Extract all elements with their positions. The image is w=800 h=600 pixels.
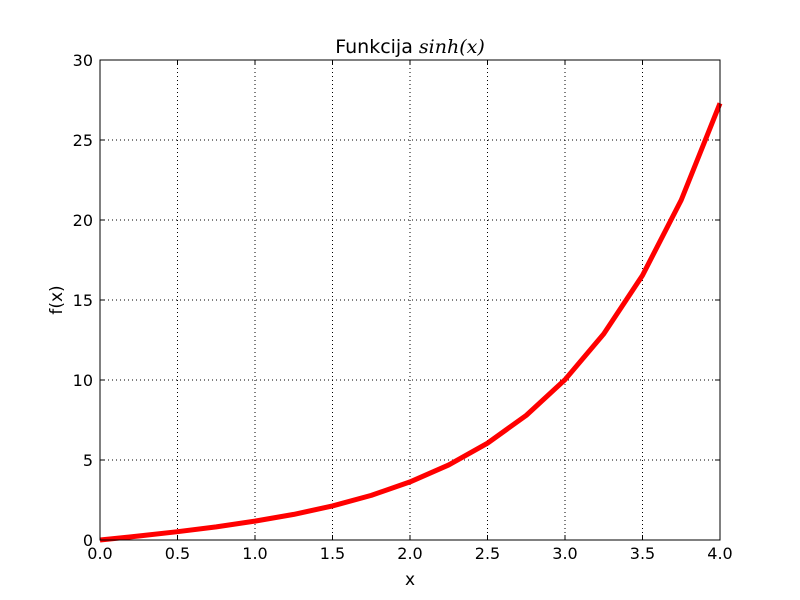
x-axis-label: x [405, 570, 415, 590]
plot-series [99, 102, 723, 543]
sinh-curve [99, 102, 723, 543]
chart-title: Funkcija sinh(x) [335, 36, 485, 58]
y-tick-label: 10 [73, 371, 93, 390]
y-tick-labels: 0 5 10 15 20 25 30 [73, 51, 93, 550]
x-tick-label: 3.5 [630, 544, 655, 563]
x-tick-label: 3.0 [552, 544, 577, 563]
y-axis-label: f(x) [47, 285, 67, 314]
x-tick-label: 4.0 [707, 544, 732, 563]
y-tick-label: 30 [73, 51, 93, 70]
x-tick-labels: 0.0 0.5 1.0 1.5 2.0 2.5 3.0 3.5 4.0 [87, 544, 732, 563]
y-tick-label: 5 [83, 451, 93, 470]
chart-title-math: sinh(x) [419, 36, 485, 58]
axis-ticks [99, 59, 721, 541]
chart-title-text: Funkcija [335, 36, 419, 58]
x-tick-label: 0.0 [87, 544, 112, 563]
x-tick-label: 0.5 [165, 544, 190, 563]
y-tick-label: 15 [73, 291, 93, 310]
y-tick-label: 20 [73, 211, 93, 230]
x-tick-label: 1.5 [320, 544, 345, 563]
grid [100, 60, 720, 540]
x-tick-label: 1.0 [242, 544, 267, 563]
x-tick-label: 2.0 [397, 544, 422, 563]
y-tick-label: 0 [83, 531, 93, 550]
y-tick-label: 25 [73, 131, 93, 150]
x-tick-label: 2.5 [475, 544, 500, 563]
